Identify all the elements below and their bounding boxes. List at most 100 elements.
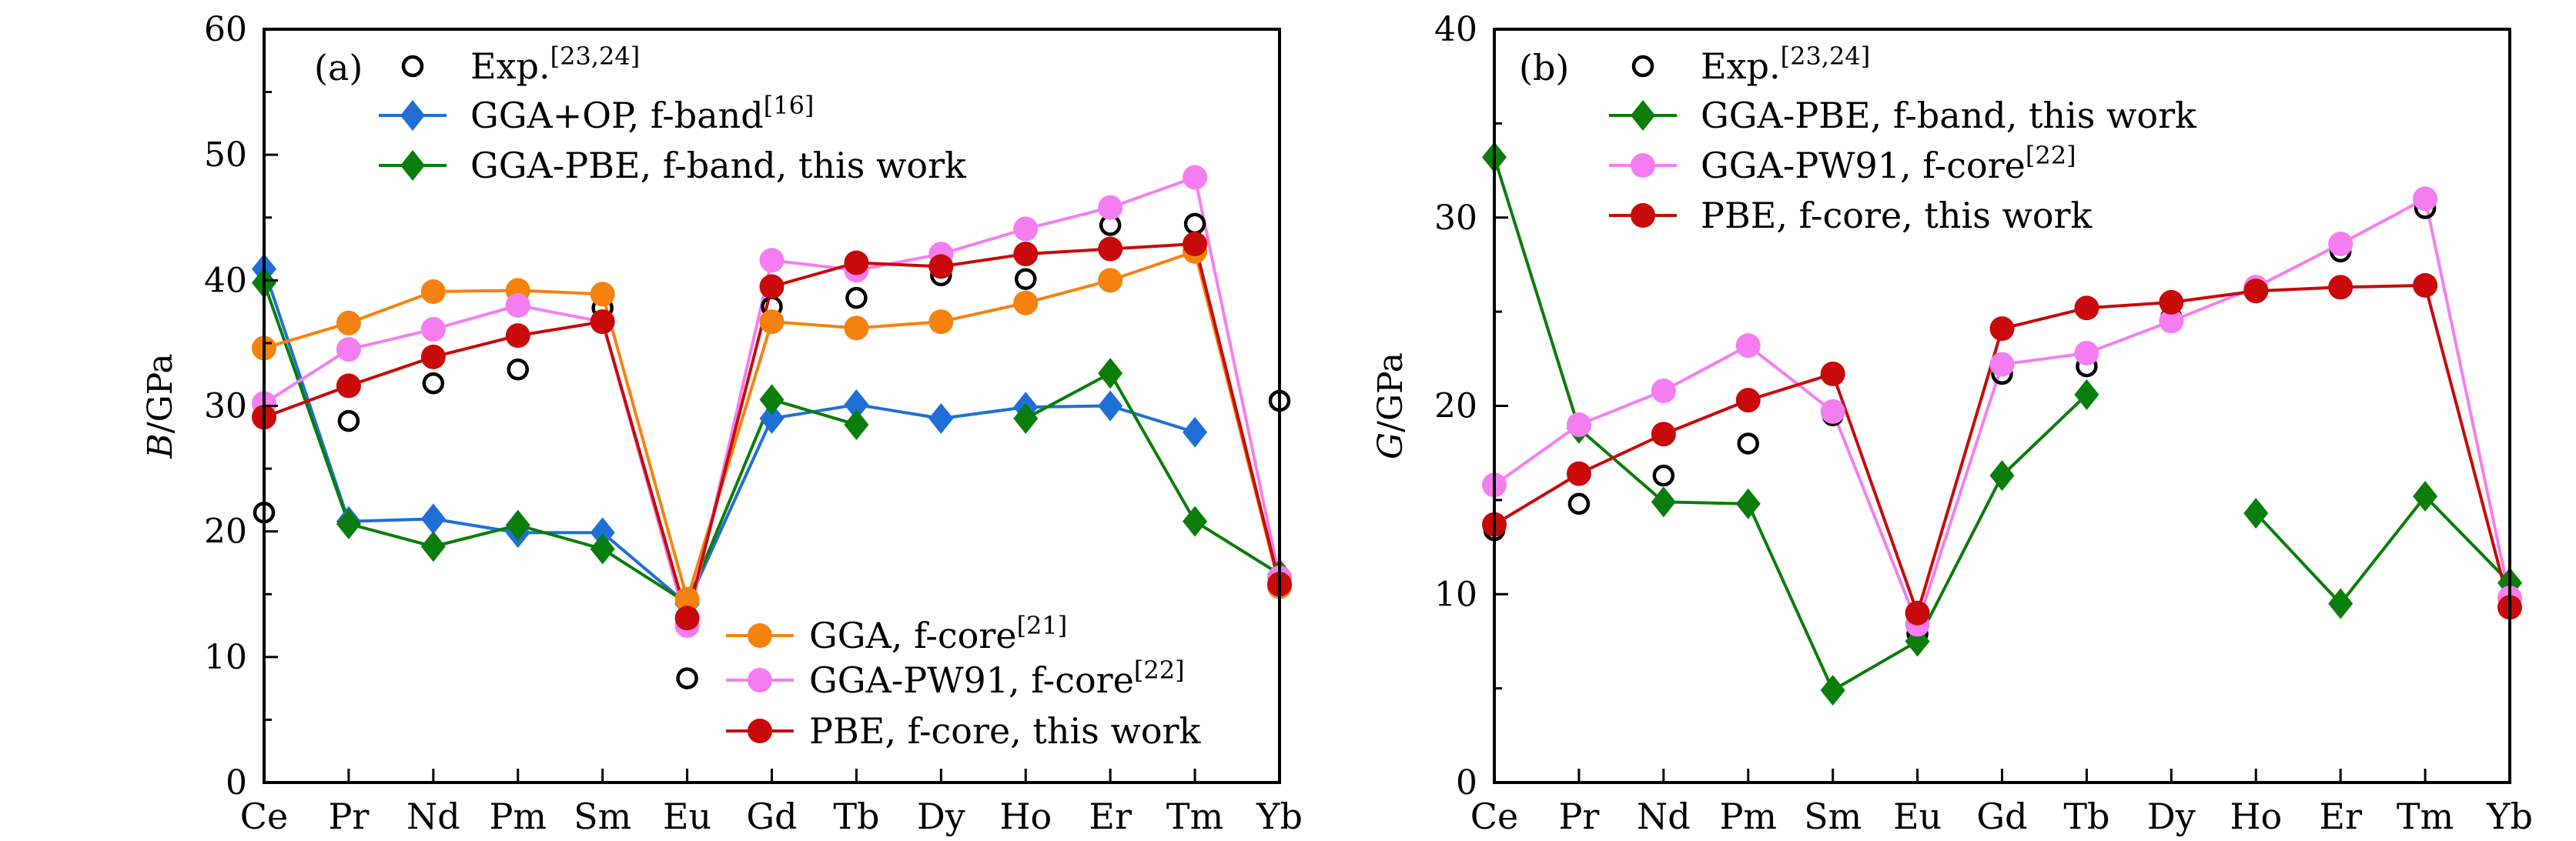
data-point-pw91-Gd — [1989, 352, 2015, 377]
legend-label: GGA-PBE, f-band, this work — [470, 145, 967, 186]
data-point-gga_pbe_fband-Pm — [1735, 488, 1761, 519]
series-gga_pbe_fband — [263, 282, 1281, 606]
y-axis-label-variable: B — [141, 433, 180, 459]
legend-label-text: GGA-PBE, f-band, this work — [1701, 95, 2197, 136]
x-tick-label: Pm — [489, 796, 547, 837]
data-point-gga_op-Sm — [590, 517, 615, 549]
data-point-gga_op-Gd — [759, 402, 785, 434]
x-tick-label: Pr — [1558, 796, 1599, 837]
legend-label-reference: [23,24] — [550, 42, 641, 71]
legend-marker-circle — [1631, 203, 1655, 228]
x-tick-label: Gd — [1976, 796, 2027, 837]
series-line-gga_pbe_fband — [1493, 156, 2088, 692]
data-point-gga_pbe_fband-Pm — [505, 509, 530, 541]
data-point-gga_fcore-Er — [1098, 268, 1123, 293]
data-point-gga_fcore-Eu — [674, 586, 700, 612]
x-tick-label: Er — [2319, 796, 2362, 837]
panel-a: 0 10 20 30 40 50 60 Ce Pr Nd Pm Sm Eu Gd Tb Dy Ho Er Tm Yb B… — [141, 10, 1303, 837]
legend-marker-diamond — [400, 100, 425, 131]
series-line-gga_pbe_fband — [2254, 493, 2511, 606]
y-tick-label: 50 — [204, 135, 247, 175]
x-tick-label: Tm — [2397, 796, 2454, 837]
x-tick-label: Tb — [2063, 796, 2109, 837]
data-point-pbe_fcore-Eu — [674, 606, 700, 631]
series-markers-pw91 — [1482, 186, 2522, 637]
legend-label-text: Exp. — [1701, 45, 1781, 87]
data-point-pw91-Nd — [1651, 378, 1676, 403]
series-gga_pbe_fband — [1493, 156, 2511, 692]
data-point-pbe_fcore-Er — [2328, 275, 2354, 300]
data-point-exp-Pr — [337, 409, 360, 432]
data-point-gga_op-Nd — [420, 503, 446, 535]
x-tick-label: Gd — [746, 796, 797, 837]
data-point-exp-Nd — [1652, 464, 1675, 487]
legend-label-reference: [16] — [764, 91, 815, 120]
y-axis-label: B/GPa — [141, 353, 180, 459]
data-point-pbe_fcore-Gd — [1989, 316, 2015, 342]
data-point-gga_fcore-Dy — [928, 309, 954, 335]
x-tick-label: Eu — [663, 796, 711, 837]
x-tick-label: Er — [1089, 796, 1132, 837]
legend-item-gga_op: GGA+OP, f-band[16] — [379, 91, 814, 136]
legend-label-reference: [22] — [1134, 656, 1185, 685]
legend-marker-diamond — [400, 150, 425, 181]
data-point-pw91-Tb — [2074, 340, 2099, 365]
legend-label-text: Exp. — [470, 45, 550, 87]
data-point-gga_fcore-Tb — [844, 315, 869, 341]
data-point-gga_pbe_fband-Nd — [420, 531, 446, 562]
x-tick-label: Ce — [1470, 796, 1518, 837]
data-point-gga_op-Er — [1098, 390, 1123, 422]
data-point-pw91-Pr — [1566, 412, 1591, 437]
data-point-gga_pbe_fband-Tm — [2413, 480, 2438, 512]
data-point-gga_fcore-Sm — [590, 282, 615, 307]
data-point-pbe_fcore-Ho — [2243, 279, 2269, 304]
legend-item-pw91: GGA-PW91, f-core[22] — [1609, 141, 2076, 186]
series-markers-pbe_fcore — [252, 232, 1292, 631]
legend-label-text: GGA-PW91, f-core — [809, 659, 1134, 701]
data-point-gga_pbe_fband-Ho — [1013, 402, 1039, 434]
legend-label-reference: [23,24] — [1781, 42, 1871, 71]
y-tick-label: 0 — [226, 763, 247, 803]
data-point-pw91-Tm — [1183, 165, 1208, 190]
x-tick-label: Pr — [328, 796, 369, 837]
data-point-gga_pbe_fband-Ho — [2243, 498, 2269, 529]
data-point-pw91-Ho — [1013, 216, 1039, 242]
series-gga_op — [263, 269, 1196, 607]
data-point-pbe_fcore-Er — [1098, 236, 1123, 262]
series-line-pw91 — [1493, 196, 2511, 629]
data-point-gga_op-Tb — [844, 389, 869, 420]
x-tick-label: Ce — [240, 796, 288, 837]
x-tick-label: Nd — [1637, 796, 1691, 837]
data-point-gga_fcore-Ho — [1013, 290, 1039, 315]
y-tick-label: 40 — [1434, 10, 1477, 49]
legend-marker-circle — [748, 668, 772, 692]
data-point-pbe_fcore-Sm — [590, 309, 615, 335]
panel-b: 0 10 20 30 40 Ce Pr Nd Pm Sm Eu Gd Tb Dy Ho Er Tm Yb G/GPa… — [1371, 10, 2533, 837]
data-point-gga_pbe_fband-Sm — [590, 533, 615, 565]
data-point-pw91-Pm — [505, 292, 530, 318]
series-markers-gga_pbe_fband — [1482, 142, 2522, 706]
y-tick-label: 0 — [1456, 763, 1477, 803]
series-line-gga_pbe_fband — [1025, 371, 1281, 576]
y-tick-label: 20 — [1434, 387, 1477, 426]
data-point-gga_fcore-Gd — [759, 309, 785, 335]
legend-label-text: GGA-PBE, f-band, this work — [470, 145, 967, 186]
legend: Exp.[23,24] GGA-PBE, f-band, this work GGA… — [1609, 42, 2197, 236]
data-point-pbe_fcore-Dy — [2159, 289, 2184, 315]
x-tick-label: Dy — [917, 796, 965, 837]
legend-item-pbe_fcore: PBE, f-core, this work — [1609, 195, 2093, 236]
legend-label-text: GGA-PW91, f-core — [1701, 145, 2026, 186]
legend-marker-circle — [748, 623, 772, 648]
legend-label: Exp.[23,24] — [470, 42, 640, 87]
data-point-pbe_fcore-Gd — [759, 274, 785, 299]
data-point-gga_pbe_fband-Gd — [759, 384, 785, 415]
legend-label: GGA-PW91, f-core[22] — [1701, 141, 2076, 186]
y-tick-label: 10 — [204, 638, 247, 677]
data-point-gga_pbe_fband-Tb — [2074, 379, 2099, 410]
legend-label-text: PBE, f-core, this work — [809, 710, 1202, 752]
y-axis-label-unit: /GPa — [1371, 352, 1410, 432]
legend-item-gga_pbe_fband: GGA-PBE, f-band, this work — [1609, 95, 2197, 136]
y-tick-label: 10 — [1434, 575, 1477, 614]
x-tick-label: Ho — [999, 796, 1052, 837]
panel-label: (a) — [314, 47, 363, 88]
